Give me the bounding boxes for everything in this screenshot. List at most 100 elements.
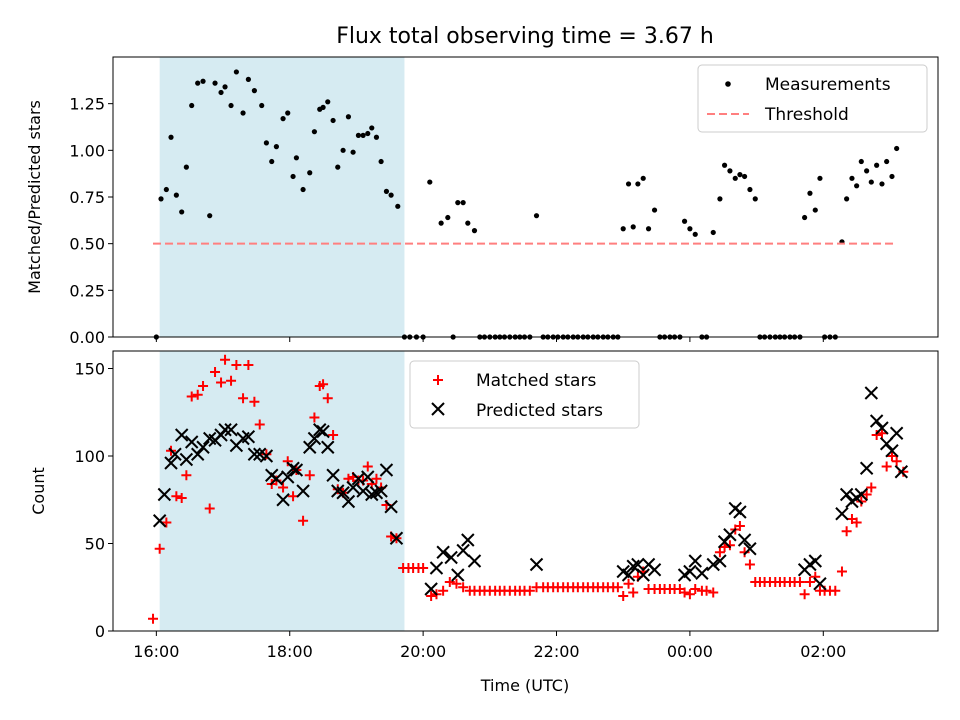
- matched-point: [836, 566, 847, 577]
- bottom-x-axis-label: Time (UTC): [480, 676, 569, 695]
- measurement-point: [455, 200, 461, 206]
- bottom-y-axis-label: Count: [29, 467, 48, 515]
- measurement-point: [807, 190, 813, 196]
- measurement-point: [245, 76, 251, 82]
- predicted-point: [218, 423, 232, 437]
- top-y-ticks: 0.00 0.25 0.50 0.75 1.00 1.25: [69, 95, 113, 347]
- matched-point: [684, 589, 695, 600]
- top-legend: Measurements Threshold: [697, 64, 928, 133]
- measurement-point: [752, 196, 758, 202]
- y-tick-label: 0: [95, 622, 105, 641]
- measurement-point: [263, 140, 269, 146]
- measurement-point: [195, 80, 201, 86]
- matched-point: [249, 396, 260, 407]
- matched-point: [220, 354, 231, 365]
- measurement-point: [228, 102, 234, 109]
- measurement-point: [307, 170, 313, 176]
- y-tick-label: 0.00: [69, 328, 105, 347]
- measurement-point: [222, 84, 228, 90]
- matched-point: [841, 526, 852, 537]
- predicted-point: [259, 449, 274, 463]
- measurement-point: [240, 110, 246, 116]
- matched-point: [618, 591, 629, 601]
- predicted-point: [636, 568, 650, 582]
- predicted-point: [706, 557, 720, 572]
- predicted-point: [467, 554, 482, 568]
- measurement-point: [273, 144, 279, 150]
- top-x-ticks: [155, 337, 824, 342]
- top-axes-frame: [112, 56, 939, 338]
- matched-point: [524, 585, 535, 596]
- x-tick-label: 18:00: [267, 642, 313, 661]
- predicted-point: [174, 428, 189, 442]
- matched-point: [318, 379, 329, 390]
- y-tick-label: 150: [74, 360, 105, 379]
- measurement-point: [640, 175, 646, 181]
- matched-point: [216, 377, 227, 388]
- measurement-point: [378, 158, 384, 165]
- predicted-point: [321, 440, 335, 454]
- matched-point: [744, 559, 755, 570]
- predicted-point: [179, 452, 194, 467]
- predicted-point: [196, 440, 210, 454]
- matched-point: [851, 517, 862, 528]
- predicted-point: [444, 550, 458, 565]
- predicted-point: [356, 484, 370, 498]
- legend-matched-marker: [433, 375, 443, 385]
- matched-point: [451, 578, 462, 589]
- matched-point: [739, 547, 750, 558]
- matched-point: [192, 389, 203, 400]
- measurement-point: [345, 114, 352, 120]
- matched-point: [171, 491, 182, 502]
- matched-point: [891, 456, 902, 467]
- measurement-point: [218, 89, 224, 96]
- measurement-point: [325, 99, 331, 105]
- matched-point: [186, 391, 197, 402]
- matched-point: [701, 585, 712, 596]
- predicted-point: [723, 528, 737, 542]
- matched-point: [362, 461, 373, 472]
- predicted-point: [336, 486, 350, 500]
- predicted-point: [695, 566, 709, 580]
- x-tick-label: 22:00: [533, 642, 579, 661]
- predicted-point: [313, 423, 327, 437]
- predicted-point: [296, 484, 310, 498]
- measurement-point: [460, 200, 466, 206]
- measurement-point: [395, 203, 401, 209]
- y-tick-label: 0.50: [69, 235, 105, 254]
- matched-point: [871, 430, 882, 440]
- measurement-point: [355, 132, 362, 138]
- measurement-point: [427, 179, 433, 185]
- predicted-point: [289, 463, 304, 477]
- predicted-point: [424, 582, 438, 596]
- measurement-point: [854, 183, 860, 189]
- measurement-point: [884, 158, 890, 165]
- measurement-point: [280, 116, 286, 122]
- predicted-point: [365, 487, 379, 502]
- top-y-axis-label: Matched/Predicted stars: [25, 100, 44, 294]
- matched-point: [298, 515, 309, 526]
- matched-point: [734, 521, 745, 531]
- predicted-point: [168, 447, 182, 461]
- measurement-point: [732, 175, 738, 181]
- measurement-point: [445, 214, 451, 221]
- measurement-point: [320, 104, 326, 110]
- legend-matched-label: Matched stars: [476, 371, 596, 391]
- measurement-point: [635, 181, 641, 187]
- predicted-point: [529, 557, 544, 572]
- measurement-point: [465, 220, 471, 226]
- predicted-point: [854, 487, 869, 502]
- measurement-point: [710, 229, 716, 236]
- matched-point: [304, 470, 315, 481]
- matched-point: [886, 451, 897, 461]
- measurement-point: [894, 145, 900, 152]
- measurement-point: [285, 110, 291, 116]
- matched-point: [278, 482, 289, 493]
- measurement-point: [168, 134, 174, 140]
- x-tick-label: 02:00: [800, 642, 846, 661]
- bottom-plot-marks: [148, 354, 909, 624]
- matched-point: [881, 461, 892, 472]
- matched-point: [612, 582, 623, 593]
- bottom-legend-box: [409, 360, 640, 429]
